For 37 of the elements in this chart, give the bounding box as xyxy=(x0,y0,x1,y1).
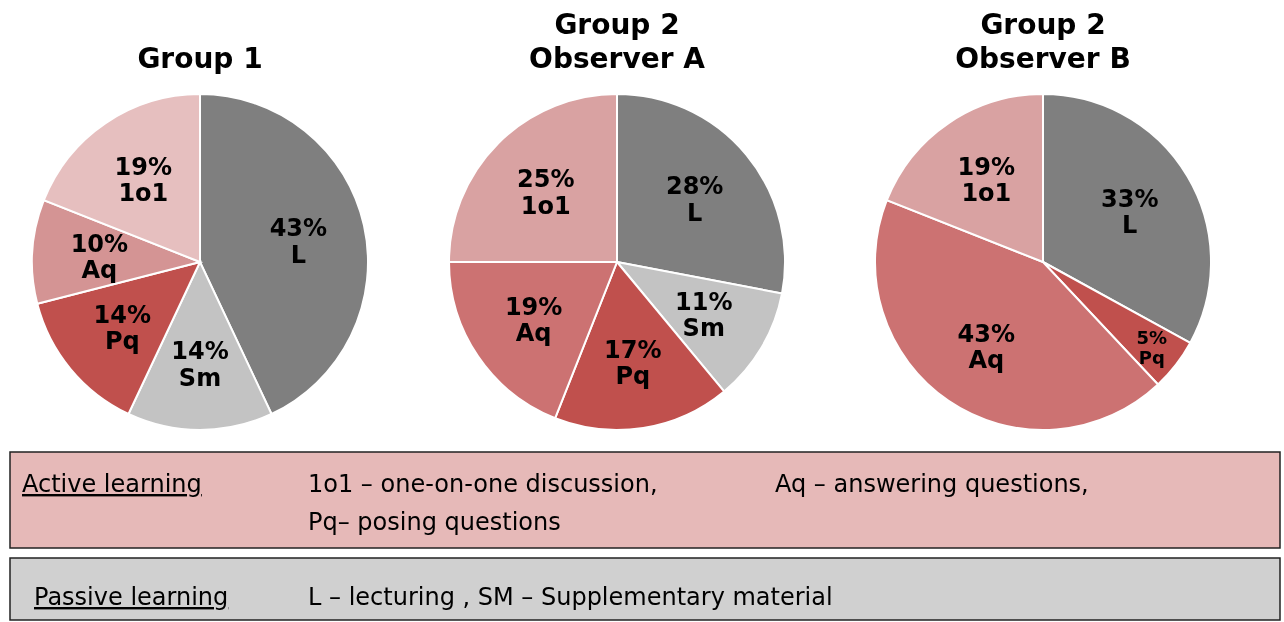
data-label: 19% xyxy=(504,293,563,322)
data-label: 5% xyxy=(1136,326,1168,348)
data-label: 11% xyxy=(675,287,733,316)
text: Active learning xyxy=(22,470,202,498)
slice-label: L xyxy=(290,240,307,269)
data-label: 28% xyxy=(665,172,724,201)
data-label: 33% xyxy=(1101,185,1159,214)
chart-title: Group 1 xyxy=(137,42,263,75)
data-label: 43% xyxy=(957,319,1016,348)
slice-label: L xyxy=(687,198,703,227)
slice-label: Aq xyxy=(515,319,552,348)
slice-label: Pq xyxy=(1138,346,1165,368)
slice-label: 1o1 xyxy=(520,191,571,220)
data-label: 43% xyxy=(269,214,328,243)
text: Passive learning xyxy=(34,583,229,611)
slice-label: Pq xyxy=(104,327,140,356)
slice-label: Sm xyxy=(682,314,725,343)
data-label: 19% xyxy=(114,153,173,182)
data-label: 17% xyxy=(604,335,662,364)
data-label: 14% xyxy=(93,300,152,329)
slice-label: 1o1 xyxy=(118,179,169,208)
text: Pq– posing questions xyxy=(308,508,561,536)
data-label: 25% xyxy=(517,165,575,194)
data-label: 14% xyxy=(171,337,229,366)
slice-label: Sm xyxy=(178,363,222,392)
text: L – lecturing , SM – Supplementary material xyxy=(308,583,833,611)
data-label: 19% xyxy=(957,153,1016,182)
slice-label: Aq xyxy=(968,346,1005,375)
slice-label: L xyxy=(1122,211,1138,240)
chart-title: Group 2 Observer A xyxy=(529,8,706,75)
text: 1o1 – one-on-one discussion, xyxy=(308,470,658,498)
chart-title: Group 2 Observer B xyxy=(955,8,1131,75)
data-label: 10% xyxy=(70,230,129,259)
slice-label: Aq xyxy=(81,256,118,285)
slice-label: Pq xyxy=(615,362,651,391)
text: Aq – answering questions, xyxy=(775,470,1089,498)
slice-label: 1o1 xyxy=(961,179,1012,208)
